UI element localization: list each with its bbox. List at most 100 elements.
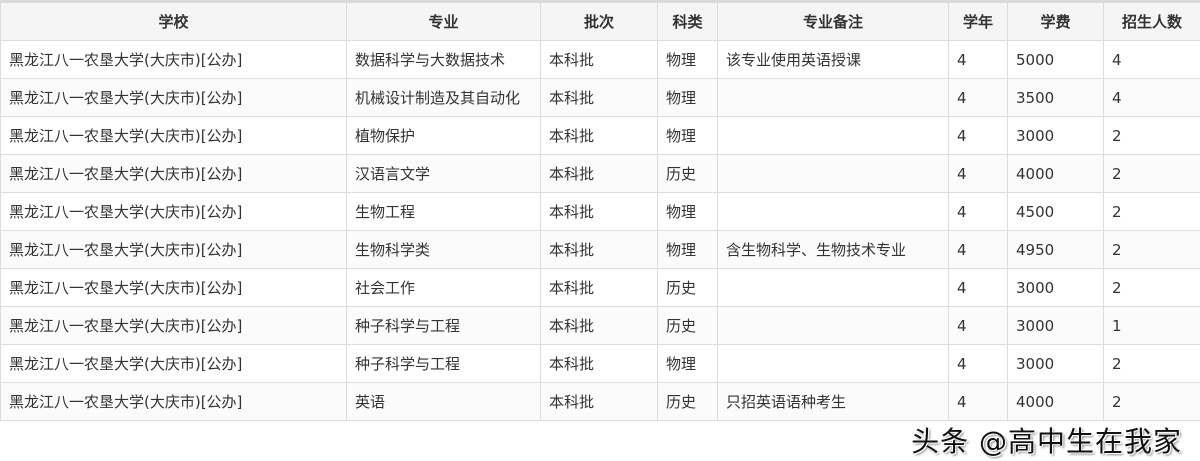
table-cell: 机械设计制造及其自动化: [346, 78, 541, 117]
table-cell: 4: [1103, 78, 1200, 117]
table-cell: 3000: [1007, 116, 1104, 155]
table-row: 黑龙江八一农垦大学(大庆市)[公办] 种子科学与工程 本科批 物理 4 3000 2: [0, 344, 1200, 383]
table-cell: 历史: [657, 382, 718, 421]
column-header: 学校: [0, 2, 347, 41]
column-header: 专业: [346, 2, 541, 41]
table-row: 黑龙江八一农垦大学(大庆市)[公办] 植物保护 本科批 物理 4 3000 2: [0, 116, 1200, 155]
table-cell: 4000: [1007, 154, 1104, 193]
table-row: 黑龙江八一农垦大学(大庆市)[公办] 数据科学与大数据技术 本科批 物理 该专业使用英语…: [0, 40, 1200, 79]
table-cell: 2: [1103, 230, 1200, 269]
table-cell: 2: [1103, 192, 1200, 231]
enrollment-table: 学校 专业 批次 科类 专业备注 学年 学费 招生人数 黑龙江八一农垦大学(大庆市)[公办] 数…: [0, 2, 1200, 421]
table-row: 黑龙江八一农垦大学(大庆市)[公办] 英语 本科批 历史 只招英语语种考生 4 4000 2: [0, 382, 1200, 421]
table-cell: 4: [948, 116, 1008, 155]
table-cell: 4: [948, 154, 1008, 193]
table-cell: 该专业使用英语授课: [717, 40, 949, 79]
table-cell: 本科批: [540, 230, 658, 269]
table-row: 黑龙江八一农垦大学(大庆市)[公办] 汉语言文学 本科批 历史 4 4000 2: [0, 154, 1200, 193]
table-cell: 4950: [1007, 230, 1104, 269]
table-cell: 1: [1103, 306, 1200, 345]
column-header: 专业备注: [717, 2, 949, 41]
table-cell: 本科批: [540, 192, 658, 231]
table-cell: 4: [948, 78, 1008, 117]
table-cell: 种子科学与工程: [346, 306, 541, 345]
table-cell: 黑龙江八一农垦大学(大庆市)[公办]: [0, 78, 347, 117]
table-row: 黑龙江八一农垦大学(大庆市)[公办] 机械设计制造及其自动化 本科批 物理 4 3500 4: [0, 78, 1200, 117]
table-cell: 本科批: [540, 116, 658, 155]
table-cell: 4: [948, 344, 1008, 383]
table-cell: 物理: [657, 192, 718, 231]
table-cell: 英语: [346, 382, 541, 421]
table-cell: 本科批: [540, 382, 658, 421]
table-cell: 社会工作: [346, 268, 541, 307]
table-cell: 黑龙江八一农垦大学(大庆市)[公办]: [0, 192, 347, 231]
table-cell: 数据科学与大数据技术: [346, 40, 541, 79]
table-cell: [717, 268, 949, 307]
table-cell: 物理: [657, 344, 718, 383]
column-header: 科类: [657, 2, 718, 41]
column-header: 批次: [540, 2, 658, 41]
table-row: 黑龙江八一农垦大学(大庆市)[公办] 生物科学类 本科批 物理 含生物科学、生物技术专业…: [0, 230, 1200, 269]
table-cell: 2: [1103, 154, 1200, 193]
table-row: 黑龙江八一农垦大学(大庆市)[公办] 种子科学与工程 本科批 历史 4 3000 1: [0, 306, 1200, 345]
table-cell: 本科批: [540, 40, 658, 79]
table-cell: 本科批: [540, 306, 658, 345]
table-cell: 4: [948, 230, 1008, 269]
table-cell: 本科批: [540, 154, 658, 193]
table-cell: 4: [948, 382, 1008, 421]
table-cell: 黑龙江八一农垦大学(大庆市)[公办]: [0, 268, 347, 307]
table-cell: 生物工程: [346, 192, 541, 231]
table-cell: 2: [1103, 344, 1200, 383]
table-cell: 3000: [1007, 268, 1104, 307]
table-cell: 4000: [1007, 382, 1104, 421]
table-cell: 历史: [657, 306, 718, 345]
table-cell: [717, 78, 949, 117]
table-cell: 物理: [657, 116, 718, 155]
table-cell: 汉语言文学: [346, 154, 541, 193]
table-cell: 2: [1103, 116, 1200, 155]
table-cell: [717, 344, 949, 383]
table-header-row: 学校 专业 批次 科类 专业备注 学年 学费 招生人数: [0, 2, 1200, 41]
table-cell: 3000: [1007, 306, 1104, 345]
table-cell: 黑龙江八一农垦大学(大庆市)[公办]: [0, 230, 347, 269]
table-cell: 2: [1103, 268, 1200, 307]
table-cell: 5000: [1007, 40, 1104, 79]
table-row: 黑龙江八一农垦大学(大庆市)[公办] 生物工程 本科批 物理 4 4500 2: [0, 192, 1200, 231]
column-header: 学费: [1007, 2, 1104, 41]
table-cell: 历史: [657, 154, 718, 193]
table-cell: 4: [948, 192, 1008, 231]
table-cell: 本科批: [540, 268, 658, 307]
table-cell: [717, 154, 949, 193]
table-cell: 3500: [1007, 78, 1104, 117]
table-cell: 黑龙江八一农垦大学(大庆市)[公办]: [0, 344, 347, 383]
top-border: [0, 0, 1200, 2]
table-cell: 历史: [657, 268, 718, 307]
table-cell: 4500: [1007, 192, 1104, 231]
table-cell: 生物科学类: [346, 230, 541, 269]
table-cell: 只招英语语种考生: [717, 382, 949, 421]
table-cell: 物理: [657, 78, 718, 117]
table-cell: 本科批: [540, 78, 658, 117]
watermark: 头条 @高中生在我家: [911, 425, 1182, 458]
table-cell: 4: [1103, 40, 1200, 79]
table-cell: 物理: [657, 230, 718, 269]
table-cell: 3000: [1007, 344, 1104, 383]
column-header: 招生人数: [1103, 2, 1200, 41]
table-cell: 4: [948, 40, 1008, 79]
table-cell: 含生物科学、生物技术专业: [717, 230, 949, 269]
table-cell: 黑龙江八一农垦大学(大庆市)[公办]: [0, 382, 347, 421]
column-header: 学年: [948, 2, 1008, 41]
table-cell: [717, 192, 949, 231]
table-cell: 黑龙江八一农垦大学(大庆市)[公办]: [0, 40, 347, 79]
table-cell: 2: [1103, 382, 1200, 421]
table-cell: 黑龙江八一农垦大学(大庆市)[公办]: [0, 116, 347, 155]
table-cell: [717, 306, 949, 345]
table-row: 黑龙江八一农垦大学(大庆市)[公办] 社会工作 本科批 历史 4 3000 2: [0, 268, 1200, 307]
table-cell: 物理: [657, 40, 718, 79]
table-cell: 植物保护: [346, 116, 541, 155]
table-cell: 4: [948, 268, 1008, 307]
table-cell: 本科批: [540, 344, 658, 383]
table-cell: 4: [948, 306, 1008, 345]
table-cell: 黑龙江八一农垦大学(大庆市)[公办]: [0, 154, 347, 193]
table-cell: 黑龙江八一农垦大学(大庆市)[公办]: [0, 306, 347, 345]
